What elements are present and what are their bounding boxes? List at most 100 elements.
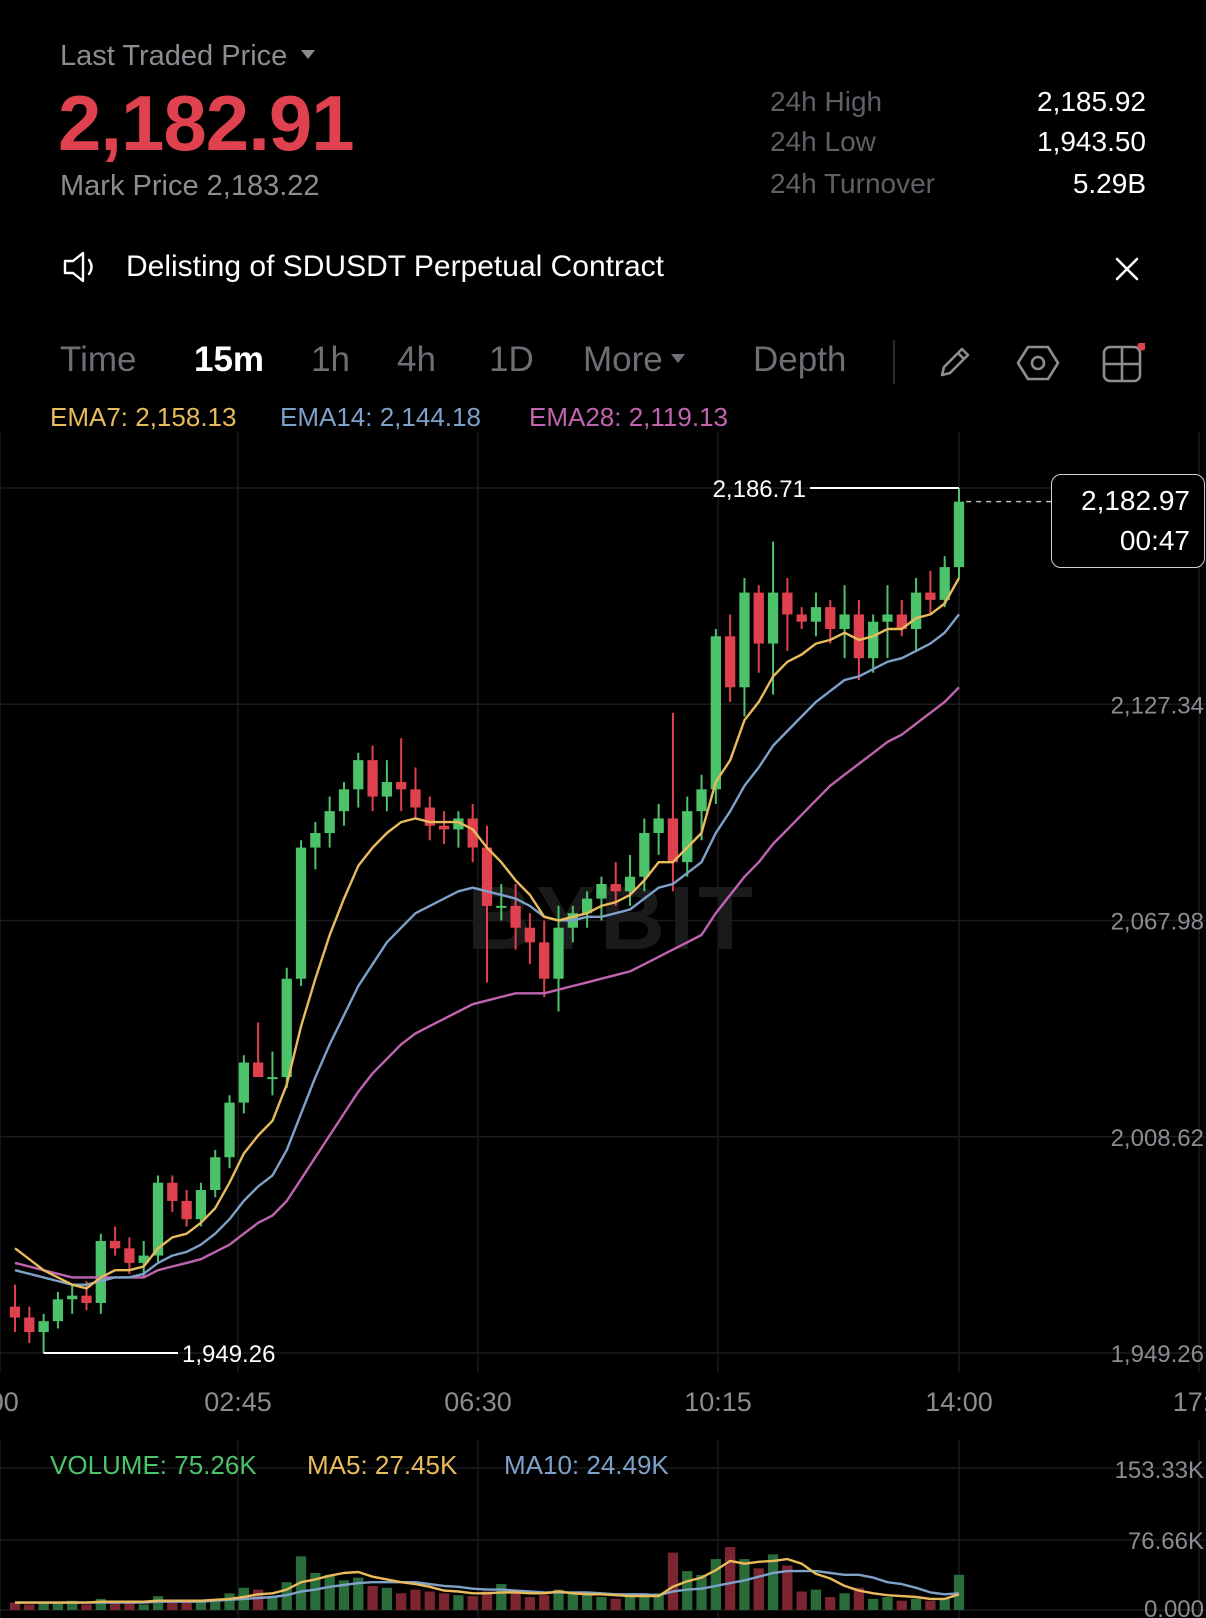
- volume-bar-up: [210, 1598, 221, 1610]
- candle-down: [467, 818, 478, 848]
- layout-grid-icon[interactable]: [1101, 341, 1147, 390]
- candle-down: [81, 1295, 92, 1303]
- candle-up: [52, 1299, 64, 1322]
- candle-up: [839, 614, 850, 630]
- volume-bar-down: [467, 1596, 478, 1610]
- volume-bar-up: [152, 1596, 164, 1610]
- candle-down: [796, 614, 807, 622]
- time-axis-label: 14:00: [925, 1387, 993, 1417]
- volume-axis-label: 76.66K: [1128, 1528, 1204, 1555]
- volume-bar-down: [109, 1601, 121, 1610]
- volume-bar-up: [710, 1559, 721, 1610]
- candle-up: [939, 567, 950, 600]
- price-axis-label: 2,008.62: [1111, 1125, 1204, 1152]
- volume-bar-up: [767, 1554, 779, 1610]
- candle-down: [782, 592, 793, 615]
- volume-bar-up: [953, 1574, 965, 1610]
- ema14-line: [14, 613, 960, 1286]
- volume-bar-up: [939, 1598, 950, 1610]
- candle-up: [553, 927, 564, 979]
- volume-bar-up: [868, 1598, 879, 1610]
- candle-down: [424, 807, 435, 826]
- tab-more[interactable]: More: [583, 340, 685, 380]
- stat-24h-high-label: 24h High: [770, 86, 883, 117]
- tab-4h[interactable]: 4h: [397, 340, 436, 379]
- chart-grid: [0, 432, 1206, 1618]
- volume-bar-up: [624, 1596, 636, 1610]
- settings-hexagon-icon[interactable]: [1016, 343, 1060, 388]
- candle-down: [510, 905, 521, 928]
- candle-down: [9, 1306, 21, 1318]
- candle-up: [810, 607, 822, 622]
- candle-down: [481, 847, 493, 906]
- candle-up: [381, 782, 393, 797]
- volume-bar-up: [195, 1601, 207, 1610]
- volume-bar-down: [438, 1593, 450, 1610]
- candle-up: [338, 789, 350, 812]
- volume-ma5-line: [15, 1557, 960, 1604]
- ltp-label-text: Last Traded Price: [60, 40, 288, 72]
- candle-up: [710, 636, 721, 790]
- volume-bar-up: [639, 1595, 650, 1610]
- stat-24h-high-value: 2,185.92: [1037, 86, 1146, 117]
- close-icon[interactable]: [1114, 254, 1140, 288]
- tab-depth[interactable]: Depth: [753, 340, 847, 379]
- tab-1d[interactable]: 1D: [489, 340, 534, 379]
- stat-24h-turnover-label: 24h Turnover: [770, 168, 935, 199]
- volume-bar-down: [825, 1597, 836, 1610]
- volume-bar-down: [9, 1602, 21, 1610]
- candle-down: [181, 1200, 192, 1220]
- candle-up: [496, 905, 507, 908]
- volume-bar-down: [610, 1598, 621, 1610]
- candle-up: [624, 876, 636, 892]
- price-axis-label: 2,127.34: [1111, 692, 1204, 719]
- volume-bar-down: [667, 1552, 679, 1610]
- candle-down: [367, 760, 378, 797]
- volume-bar-down: [510, 1593, 521, 1610]
- volume-bar-up: [739, 1559, 750, 1610]
- mark-price: Mark Price 2,183.22: [60, 170, 320, 202]
- candle-down: [253, 1062, 264, 1078]
- volume-bar-down: [896, 1600, 907, 1610]
- tab-time[interactable]: Time: [60, 340, 137, 379]
- volume-bar-up: [324, 1574, 335, 1610]
- candle-down: [109, 1241, 121, 1249]
- tab-1h[interactable]: 1h: [311, 340, 350, 379]
- candle-down: [896, 614, 907, 630]
- candle-up: [295, 847, 307, 979]
- volume-bar-up: [581, 1595, 593, 1610]
- ma5-legend: MA5: 27.45K: [307, 1450, 458, 1480]
- tab-15m[interactable]: 15m: [194, 340, 265, 379]
- candlesticks: [9, 488, 965, 1353]
- volume-axis-label: 0.000: [1144, 1596, 1204, 1618]
- ma10-legend: MA10: 24.49K: [504, 1450, 669, 1480]
- candle-down: [853, 614, 865, 659]
- volume-bar-up: [267, 1597, 278, 1610]
- ema28-line: [14, 686, 960, 1279]
- volume-bar-up: [224, 1593, 235, 1610]
- time-axis-label: 10:15: [684, 1387, 752, 1417]
- volume-bar-down: [181, 1602, 192, 1610]
- time-axis-label: :00: [0, 1387, 19, 1417]
- price-chart[interactable]: 2,186.71 1,949.26 2,127.34 2,067.98 2,008.6…: [0, 430, 1206, 1618]
- low-marker-label: 1,949.26: [182, 1341, 275, 1368]
- pencil-icon[interactable]: [934, 343, 974, 388]
- candle-up: [739, 592, 750, 688]
- volume-bar-up: [596, 1597, 607, 1610]
- candle-up: [152, 1182, 164, 1256]
- time-axis-label: 06:30: [444, 1387, 512, 1417]
- volume-bar-down: [853, 1587, 865, 1610]
- volume-bar-up: [338, 1580, 350, 1610]
- candle-down: [438, 825, 450, 830]
- volume-legend: VOLUME: 75.26K: [50, 1450, 257, 1480]
- candle-up: [882, 614, 893, 622]
- candle-down: [667, 818, 679, 863]
- volume-bar-down: [725, 1547, 736, 1610]
- candle-down: [396, 782, 407, 790]
- candle-down: [925, 592, 936, 600]
- volume-bar-up: [381, 1587, 393, 1610]
- last-traded-price-selector[interactable]: Last Traded Price: [60, 40, 316, 73]
- ema7-legend: EMA7: 2,158.13: [50, 402, 237, 432]
- candle-up: [195, 1190, 207, 1220]
- notice-banner-text[interactable]: Delisting of SDUSDT Perpetual Contract: [126, 250, 665, 283]
